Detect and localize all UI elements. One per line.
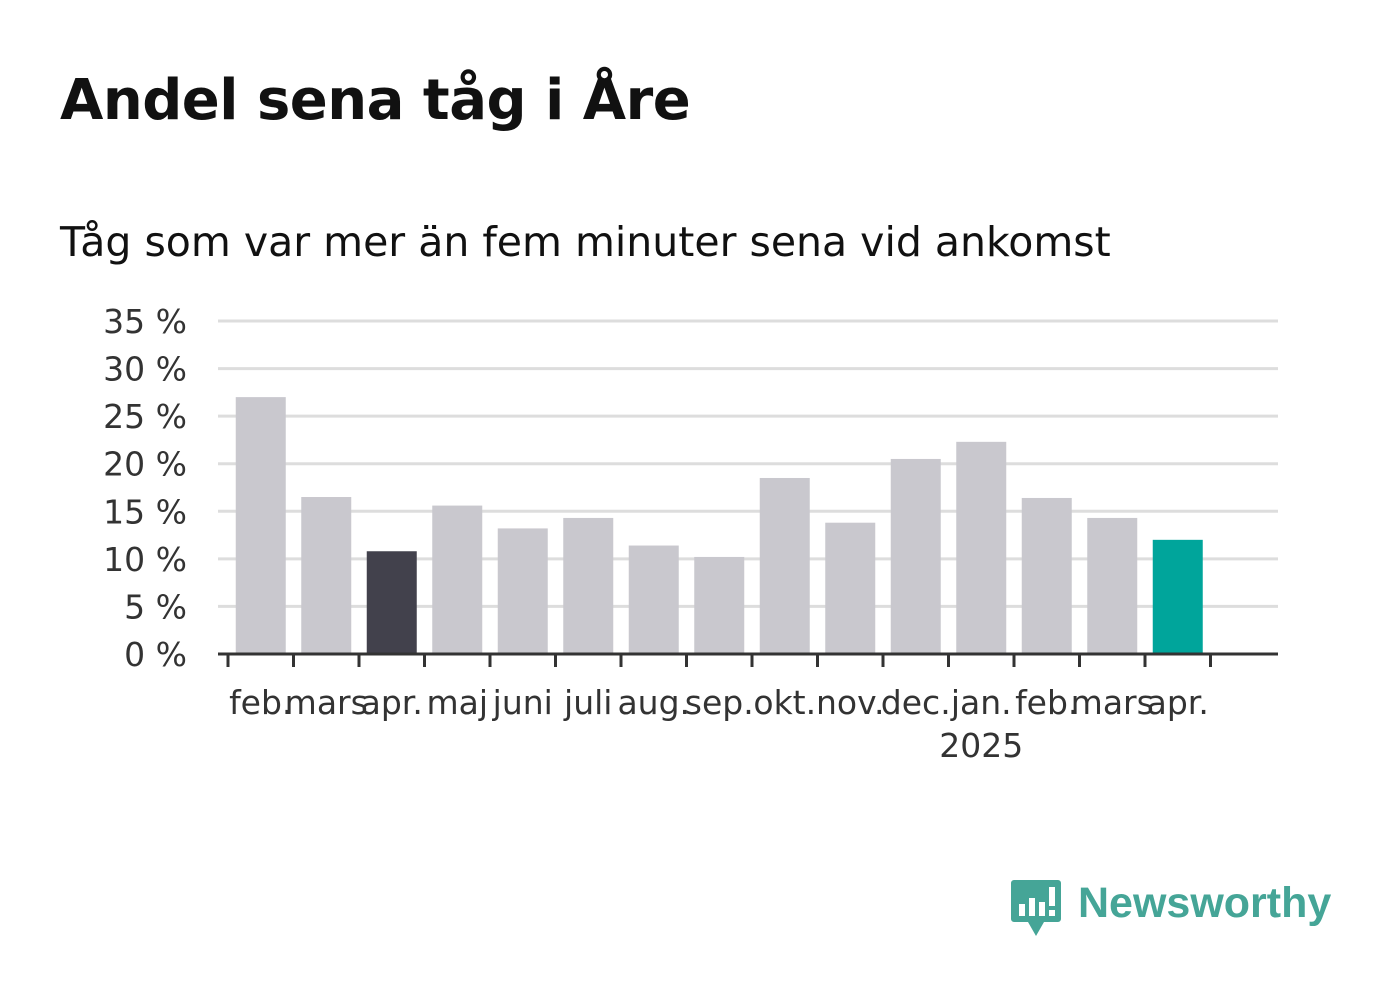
bar-maj xyxy=(432,505,483,654)
brand-name: Newsworthy xyxy=(1078,879,1332,927)
x-tick-label: maj xyxy=(426,683,488,722)
x-tick-label: jan. xyxy=(950,683,1012,722)
x-year-label: 2025 xyxy=(939,726,1023,765)
bar-sep xyxy=(694,556,745,654)
x-tick-label: mars xyxy=(1071,683,1154,722)
bar-feb xyxy=(1021,497,1072,654)
x-axis xyxy=(218,652,1278,667)
x-tick-label: dec. xyxy=(881,683,951,722)
bars xyxy=(235,397,1203,654)
y-tick-label: 30 % xyxy=(103,350,187,389)
x-tick-label: aug. xyxy=(617,683,690,722)
bar-apr xyxy=(1152,539,1203,654)
chart-title: Andel sena tåg i Åre xyxy=(60,68,691,133)
x-tick-label: mars xyxy=(285,683,368,722)
bar-feb xyxy=(235,397,286,654)
x-tick-label: okt. xyxy=(753,683,816,722)
y-tick-label: 5 % xyxy=(124,587,187,626)
brand-logo: Newsworthy xyxy=(1010,878,1331,942)
x-tick-label: apr. xyxy=(1147,683,1209,722)
bar-dec xyxy=(890,458,941,654)
y-tick-label: 25 % xyxy=(103,397,187,436)
x-tick-label: nov. xyxy=(816,683,885,722)
bar-okt xyxy=(759,477,810,654)
y-tick-label: 35 % xyxy=(103,302,187,341)
x-tick-label: sep. xyxy=(685,683,754,722)
y-tick-label: 0 % xyxy=(124,635,187,674)
x-tick-label: feb. xyxy=(229,683,292,722)
y-tick-label: 15 % xyxy=(103,492,187,531)
bar-nov xyxy=(825,522,876,654)
bar-juni xyxy=(497,528,548,654)
x-tick-label: juni xyxy=(492,683,553,722)
y-tick-label: 10 % xyxy=(103,540,187,579)
bar-apr xyxy=(366,551,417,654)
x-tick-label: juli xyxy=(563,683,612,722)
x-tick-label: apr. xyxy=(361,683,423,722)
x-tick-label: feb. xyxy=(1015,683,1078,722)
bar-aug xyxy=(628,545,679,654)
bar-mars xyxy=(301,497,352,654)
bar-mars xyxy=(1087,517,1138,654)
newsworthy-logo-icon xyxy=(1011,880,1061,936)
chart-subtitle: Tåg som var mer än fem minuter sena vid … xyxy=(60,218,1111,266)
y-axis-labels: 0 % 5 % 10 % 15 % 20 % 25 % 30 % 35 % xyxy=(103,302,187,674)
bar-jan xyxy=(956,441,1007,654)
bar-juli xyxy=(563,517,614,654)
y-tick-label: 20 % xyxy=(103,445,187,484)
